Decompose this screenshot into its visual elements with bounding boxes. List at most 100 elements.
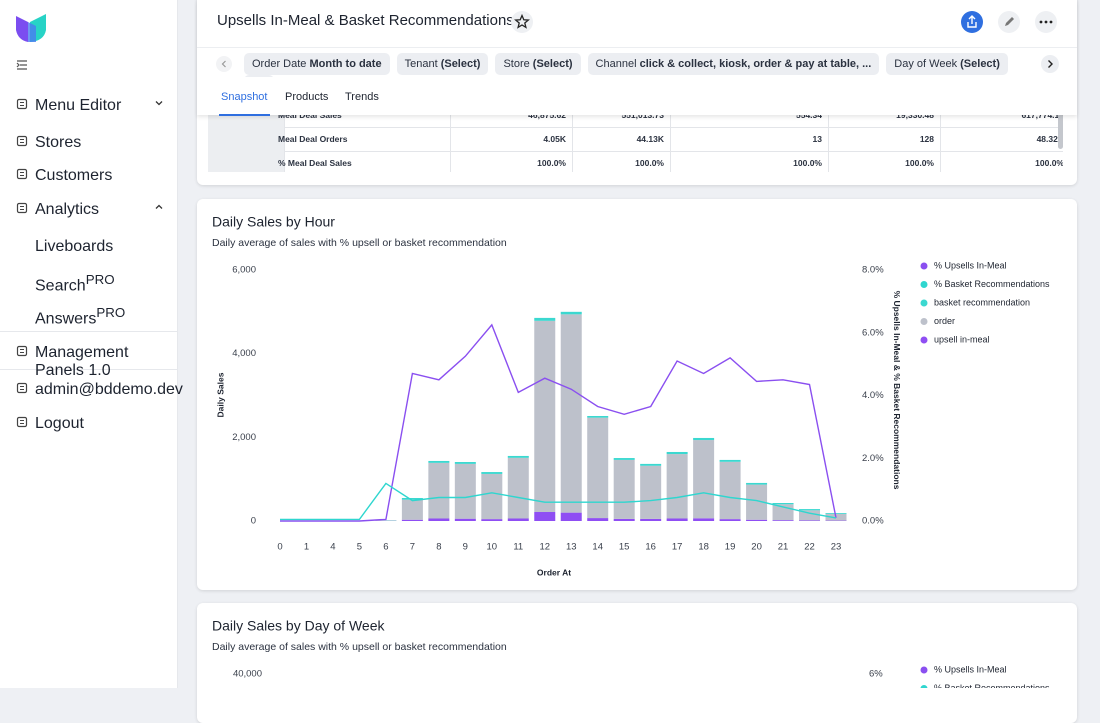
bar-segment — [746, 483, 767, 485]
bar-segment — [746, 520, 767, 521]
bar-segment — [640, 466, 661, 519]
y2-tick-label: 6.0% — [862, 327, 884, 338]
bar-segment — [481, 519, 502, 521]
bar-segment — [508, 518, 529, 521]
bar-segment — [587, 416, 608, 418]
chart-title: Daily Sales by Hour — [212, 214, 335, 230]
x-tick-label: 12 — [539, 542, 550, 553]
bar-segment — [799, 509, 820, 510]
legend-swatch — [921, 318, 928, 325]
bar-segment — [428, 518, 449, 521]
bar-segment — [799, 520, 820, 521]
x-tick-label: 0 — [277, 542, 282, 553]
x-tick-label: 17 — [672, 542, 683, 553]
y2-tick-label: 6% — [869, 669, 883, 680]
legend-label: order — [934, 316, 955, 326]
x-tick-label: 14 — [592, 542, 603, 553]
bar-segment — [481, 474, 502, 519]
bar-segment — [402, 520, 423, 521]
legend-label: upsell in-meal — [934, 334, 990, 344]
bar-segment — [773, 503, 794, 504]
bar-segment — [534, 318, 555, 321]
y-tick-label: 4,000 — [232, 348, 256, 359]
bar-segment — [534, 512, 555, 521]
y-tick-label: 40,000 — [233, 669, 262, 680]
x-tick-label: 10 — [487, 542, 498, 553]
bar-segment — [587, 518, 608, 521]
bar-segment — [667, 518, 688, 521]
y2-tick-label: 0.0% — [862, 516, 884, 527]
x-tick-label: 22 — [804, 542, 815, 553]
x-tick-label: 4 — [330, 542, 335, 553]
bar-segment — [455, 464, 476, 519]
y2-tick-label: 4.0% — [862, 390, 884, 401]
y2-tick-label: 8.0% — [862, 265, 884, 276]
legend-label: % Basket Recommendations — [934, 279, 1050, 289]
x-tick-label: 15 — [619, 542, 630, 553]
x-axis-label: Order At — [537, 567, 571, 577]
x-tick-label: 1 — [304, 542, 309, 553]
legend-swatch — [921, 667, 928, 674]
x-tick-label: 19 — [725, 542, 736, 553]
bar-segment — [693, 440, 714, 518]
chart-subtitle: Daily average of sales with % upsell or … — [212, 641, 507, 653]
y-tick-label: 6,000 — [232, 265, 256, 276]
x-tick-label: 9 — [463, 542, 468, 553]
legend-swatch — [921, 337, 928, 344]
bar-segment — [428, 463, 449, 519]
bar-segment — [720, 462, 741, 519]
bar-segment — [534, 321, 555, 512]
x-tick-label: 18 — [698, 542, 709, 553]
legend-swatch — [921, 281, 928, 288]
bar-segment — [693, 438, 714, 440]
legend-swatch — [921, 263, 928, 270]
legend-label: % Upsells In-Meal — [934, 664, 1007, 674]
y2-tick-label: 2.0% — [862, 453, 884, 464]
charts: Daily Sales by Hour Daily average of sale… — [0, 0, 1100, 688]
bar-segment — [614, 458, 635, 460]
bar-segment — [508, 456, 529, 458]
bar-segment — [640, 519, 661, 521]
x-tick-label: 8 — [436, 542, 441, 553]
bar-segment — [455, 462, 476, 464]
x-tick-label: 7 — [410, 542, 415, 553]
bar-segment — [667, 454, 688, 518]
bar-segment — [693, 518, 714, 521]
x-tick-label: 5 — [357, 542, 362, 553]
bar-segment — [773, 520, 794, 521]
bar-segment — [561, 513, 582, 521]
legend-label: % Upsells In-Meal — [934, 260, 1007, 270]
y-axis-label: Daily Sales — [215, 372, 225, 417]
bar-segment — [428, 461, 449, 463]
bar-segment — [667, 452, 688, 454]
y2-axis-label: % Upsells In-Meal & % Basket Recommendat… — [892, 291, 902, 490]
bar-segment — [587, 418, 608, 518]
bar-segment — [720, 460, 741, 462]
page: { "sidebar": {"items": [ {"label": "Menu… — [0, 0, 1100, 688]
x-tick-label: 13 — [566, 542, 577, 553]
bar-segment — [614, 460, 635, 519]
bar-segment — [402, 500, 423, 520]
x-tick-label: 21 — [778, 542, 789, 553]
chart-title: Daily Sales by Day of Week — [212, 618, 385, 634]
legend-label: % Basket Recommendations — [934, 683, 1050, 688]
bar-segment — [720, 519, 741, 521]
bar-segment — [640, 464, 661, 466]
chart-subtitle: Daily average of sales with % upsell or … — [212, 237, 507, 249]
x-tick-label: 20 — [751, 542, 762, 553]
x-tick-label: 16 — [645, 542, 656, 553]
y-tick-label: 0 — [251, 516, 256, 527]
x-tick-label: 23 — [831, 542, 842, 553]
legend-swatch — [921, 300, 928, 307]
bar-segment — [614, 519, 635, 521]
y-tick-label: 2,000 — [232, 432, 256, 443]
bar-segment — [481, 472, 502, 474]
bar-segment — [508, 458, 529, 519]
legend-label: basket recommendation — [934, 297, 1030, 307]
bar-segment — [561, 312, 582, 315]
x-tick-label: 11 — [513, 542, 523, 553]
bar-segment — [455, 519, 476, 521]
bar-segment — [561, 314, 582, 512]
x-tick-label: 6 — [383, 542, 388, 553]
bar-segment — [826, 513, 847, 514]
